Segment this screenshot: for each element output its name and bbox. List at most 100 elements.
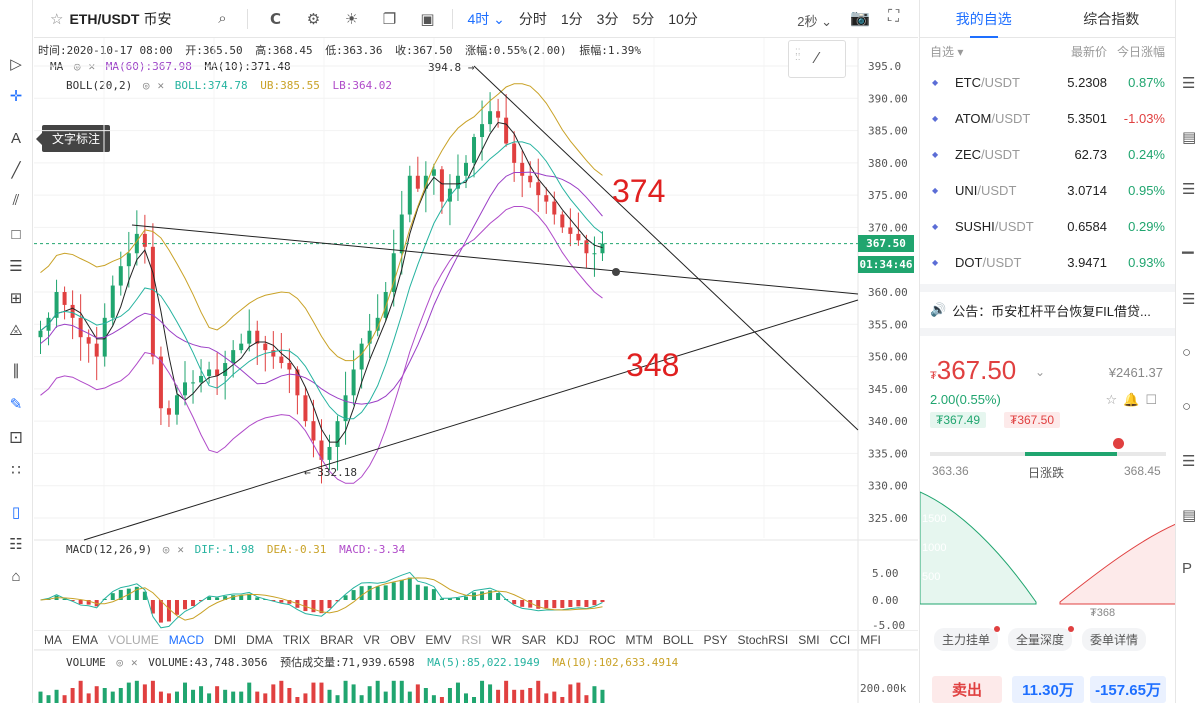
bell-icon[interactable]: 🔔 xyxy=(1123,392,1146,407)
volume-bar xyxy=(150,680,155,703)
indicator-tab-boll[interactable]: BOLL xyxy=(662,633,694,647)
text-tool-icon[interactable]: A xyxy=(10,129,21,147)
candle-body xyxy=(399,214,404,254)
eye-icon[interactable]: ◎ xyxy=(116,656,123,669)
rail-icon[interactable]: ○ xyxy=(1182,398,1192,415)
crosshair-icon[interactable]: ✛ xyxy=(9,88,23,105)
watchlist-row[interactable]: ◆ ETC/USDT 5.2308 0.87% xyxy=(920,64,1175,100)
settings-tool-icon[interactable]: ☷ xyxy=(9,536,23,553)
camera-icon[interactable]: 📷 xyxy=(850,10,870,27)
draw-line-button[interactable]: :::: ∕ xyxy=(788,40,846,78)
info-change: 涨幅:0.55%(2.00) xyxy=(465,44,567,57)
period-1m[interactable]: 1分 xyxy=(560,10,583,27)
settings-icon[interactable]: ⚙ xyxy=(306,10,321,28)
fib-tool-icon[interactable]: ☰ xyxy=(9,258,23,275)
indicator-tab-wr[interactable]: WR xyxy=(491,633,512,647)
period-4h[interactable]: 4时 ⌄ xyxy=(467,10,505,27)
indicator-tab-obv[interactable]: OBV xyxy=(390,633,416,647)
indicator-tab-vr[interactable]: VR xyxy=(363,633,381,647)
period-3m[interactable]: 3分 xyxy=(596,10,619,27)
bookmark-icon[interactable]: ▯ xyxy=(11,504,21,521)
rail-icon[interactable]: ☰ xyxy=(1182,181,1195,198)
rectangle-tool-icon[interactable]: □ xyxy=(11,225,21,243)
col-watchlist[interactable]: 自选 ▾ xyxy=(930,44,964,59)
rail-icon[interactable]: ☰ xyxy=(1182,291,1195,308)
tab-indices[interactable]: 综合指数 xyxy=(1083,10,1140,27)
indicator-tab-cci[interactable]: CCI xyxy=(829,633,851,647)
watchlist-row[interactable]: ◆ ZEC/USDT 62.73 0.24% xyxy=(920,136,1175,172)
fullscreen-icon[interactable]: ⛶ xyxy=(888,8,900,25)
watchlist-row[interactable]: ◆ SUSHI/USDT 0.6584 0.29% xyxy=(920,208,1175,244)
indicator-tab-macd[interactable]: MACD xyxy=(168,633,205,647)
tab-main-orders[interactable]: 主力挂单 xyxy=(934,626,1001,651)
close-icon[interactable]: ✕ xyxy=(177,543,184,556)
indicator-tab-stochrsi[interactable]: StochRSI xyxy=(737,633,789,647)
chart-type-icon[interactable]: ▣ xyxy=(420,10,435,28)
volume-bar xyxy=(207,693,212,703)
period-10m[interactable]: 10分 xyxy=(668,10,698,27)
indicator-tab-mtm[interactable]: MTM xyxy=(625,633,653,647)
indicator-tab-volume[interactable]: VOLUME xyxy=(108,633,159,647)
rail-icon[interactable]: ☰ xyxy=(1182,75,1195,92)
indicator-tab-ema[interactable]: EMA xyxy=(72,633,99,647)
close-icon[interactable]: ✕ xyxy=(157,79,165,92)
tab-full-depth[interactable]: 全量深度 xyxy=(1008,626,1075,651)
period-timeline[interactable]: 分时 xyxy=(518,10,547,27)
close-icon[interactable]: ✕ xyxy=(131,656,138,669)
watchlist-row[interactable]: ◆ UNI/USDT 3.0714 0.95% xyxy=(920,172,1175,208)
sell-button[interactable]: 卖出 xyxy=(932,676,1002,703)
lock-icon[interactable]: ⚀ xyxy=(9,430,23,447)
pair-title[interactable]: ☆ ETH/USDT 币安 xyxy=(50,9,171,29)
ruler-icon[interactable]: ∥ xyxy=(12,362,20,379)
layout-icon[interactable]: ❐ xyxy=(382,10,397,28)
search-icon[interactable]: ⌕ xyxy=(218,10,227,27)
indicator-tab-trix[interactable]: TRIX xyxy=(282,633,311,647)
indicator-tab-dmi[interactable]: DMI xyxy=(214,633,237,647)
watchlist-row[interactable]: ◆ ATOM/USDT 5.3501 -1.03% xyxy=(920,100,1175,136)
tab-watchlist[interactable]: 我的自选 xyxy=(920,0,1048,38)
indicator-tab-kdj[interactable]: KDJ xyxy=(556,633,579,647)
indicator-tab-roc[interactable]: ROC xyxy=(588,633,616,647)
trash-icon[interactable]: ⌂ xyxy=(11,567,21,585)
indicator-tab-emv[interactable]: EMV xyxy=(425,633,452,647)
eye-icon[interactable]: ◎ xyxy=(142,79,150,92)
grid-tool-icon[interactable]: ⊞ xyxy=(9,290,23,307)
volume-bar xyxy=(94,686,99,703)
indicator-icon[interactable]: 𝗖 xyxy=(269,10,281,28)
indicator-tab-smi[interactable]: SMI xyxy=(798,633,820,647)
watchlist-price: 5.3501 xyxy=(1067,110,1107,126)
visibility-icon[interactable]: ∷ xyxy=(11,462,21,479)
watchlist-row[interactable]: ◆ DOT/USDT 3.9471 0.93% xyxy=(920,244,1175,280)
pointer-icon[interactable]: ▷ xyxy=(10,56,22,73)
indicator-tab-mfi[interactable]: MFI xyxy=(860,633,881,647)
line-tool-icon[interactable]: ╱ xyxy=(11,162,21,179)
period-5m[interactable]: 5分 xyxy=(632,10,655,27)
rail-icon[interactable]: P xyxy=(1182,560,1193,577)
theme-icon[interactable]: ☀ xyxy=(344,10,359,28)
indicator-tab-rsi[interactable]: RSI xyxy=(461,633,482,647)
pattern-tool-icon[interactable]: ⨻ xyxy=(9,321,23,339)
tab-order-detail[interactable]: 委单详情 xyxy=(1082,628,1147,651)
star-icon[interactable]: ☆ xyxy=(1105,392,1124,407)
candlestick-chart[interactable]: 395.0 390.00 385.00 380.00 375.00 370.00 360.0… xyxy=(34,38,918,703)
announcement[interactable]: 🔊 公告：币安杠杆平台恢复FIL借贷... xyxy=(920,292,1175,328)
brush-icon[interactable]: ✎ xyxy=(9,396,23,413)
refresh-interval[interactable]: 2秒 ⌄ xyxy=(797,14,832,29)
indicator-tab-brar[interactable]: BRAR xyxy=(320,633,354,647)
chevron-down-icon[interactable]: ⌄ xyxy=(1035,365,1046,379)
eye-icon[interactable]: ◎ xyxy=(162,543,170,556)
indicator-tab-ma[interactable]: MA xyxy=(44,633,62,647)
rail-icon[interactable]: ▤ xyxy=(1182,507,1195,524)
alert-icon[interactable]: ☐ xyxy=(1145,392,1163,407)
star-icon[interactable]: ☆ xyxy=(50,10,64,28)
drag-handle-icon[interactable]: :::: xyxy=(795,46,801,63)
rail-icon[interactable]: ▤ xyxy=(1182,129,1195,146)
rail-icon[interactable]: ○ xyxy=(1182,344,1192,361)
rail-icon[interactable]: ☰ xyxy=(1182,453,1195,470)
indicator-tab-psy[interactable]: PSY xyxy=(703,633,728,647)
rail-icon[interactable]: ▁ xyxy=(1182,237,1194,254)
depth-chart[interactable]: 1500 1000 500 ₮368 xyxy=(920,490,1176,616)
channel-tool-icon[interactable]: ⫽ xyxy=(12,191,20,209)
indicator-tab-sar[interactable]: SAR xyxy=(521,633,547,647)
indicator-tab-dma[interactable]: DMA xyxy=(246,633,273,647)
